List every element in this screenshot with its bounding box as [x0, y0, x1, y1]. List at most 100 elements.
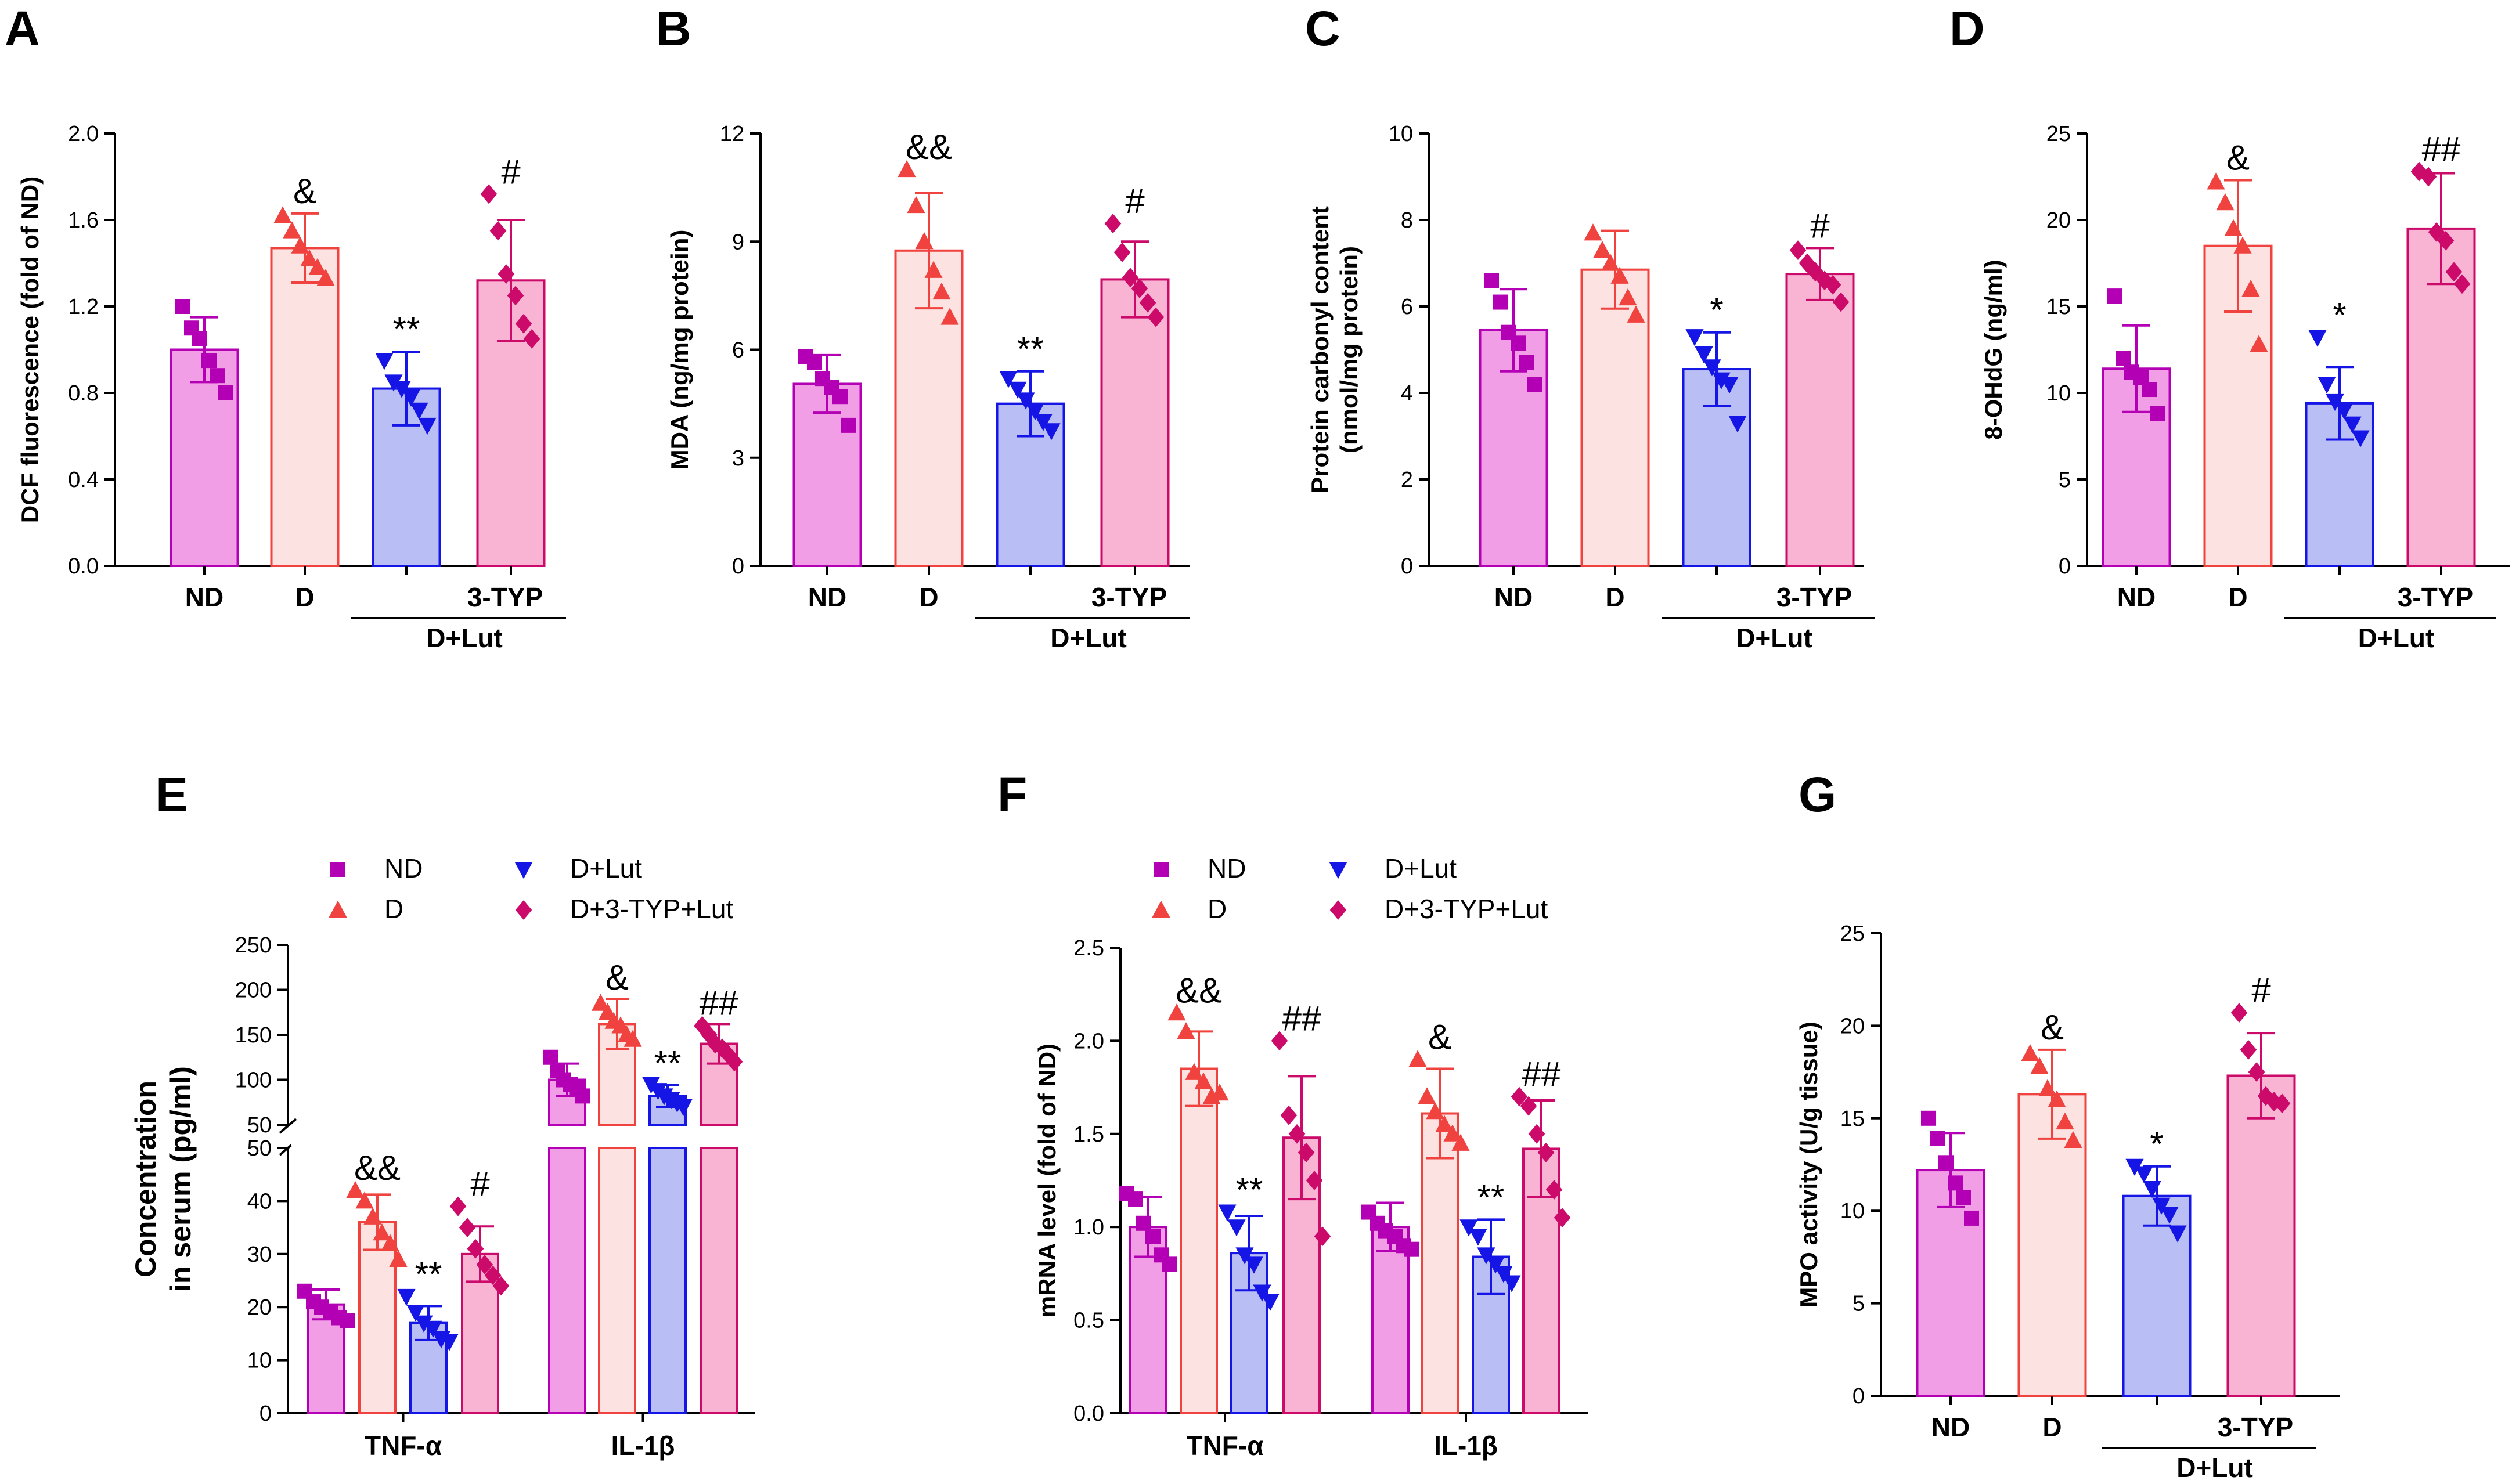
point-g-2-3 — [2152, 1197, 2171, 1215]
point-e-5-0 — [591, 994, 610, 1011]
y-tick-label-lower-e-3: 30 — [247, 1243, 272, 1267]
point-a-0-4 — [210, 368, 225, 384]
point-g-0-0 — [1921, 1110, 1936, 1126]
y-axis-title-e: Concentration — [129, 1081, 162, 1277]
sig-label-g-3: # — [2251, 971, 2271, 1010]
point-d-0-1 — [2116, 351, 2131, 366]
point-e-7-5 — [726, 1052, 743, 1072]
point-g-1-0 — [2021, 1044, 2039, 1061]
point-c-1-0 — [1584, 223, 1602, 241]
bar-a-1 — [270, 247, 340, 567]
legend-marker-e-1 — [329, 900, 347, 918]
point-g-1-4 — [2056, 1112, 2074, 1130]
y-axis-title2-c: (nmol/mg protein) — [1335, 246, 1363, 453]
point-a-3-2 — [498, 264, 515, 284]
point-f-0-2 — [1136, 1215, 1151, 1231]
point-g-3-1 — [2240, 1039, 2257, 1060]
sig-label-c-2: * — [1710, 291, 1723, 330]
point-d-1-2 — [2224, 219, 2243, 236]
y-axis-title-g: MPO activity (U/g tissue) — [1795, 1021, 1822, 1307]
point-g-2-0 — [2125, 1158, 2144, 1176]
y-tick-label-f-1: 0.5 — [1073, 1309, 1104, 1333]
point-c-1-1 — [1593, 240, 1612, 258]
x-tick-label-a-0: ND — [185, 582, 224, 612]
point-a-3-3 — [507, 286, 524, 306]
y-tick-label-upper-e-1: 100 — [235, 1068, 272, 1093]
point-b-0-5 — [841, 417, 856, 433]
bar-g-3 — [2226, 1074, 2296, 1397]
point-e-3-5 — [492, 1276, 510, 1296]
point-e-3-1 — [459, 1218, 476, 1237]
point-b-3-0 — [1104, 214, 1122, 234]
point-d-3-1 — [2420, 167, 2437, 187]
point-d-3-4 — [2445, 262, 2463, 282]
point-b-2-3 — [1026, 403, 1044, 421]
group-label-g: D+Lut — [2176, 1453, 2253, 1483]
panel-label-b: B — [656, 1, 691, 56]
point-g-2-4 — [2160, 1207, 2179, 1224]
bar-b-3 — [1100, 278, 1170, 567]
x-tick-label-g-3: 3-TYP — [2218, 1412, 2293, 1442]
y-tick-label-lower-e-4: 40 — [247, 1189, 272, 1214]
point-c-2-2 — [1703, 359, 1721, 377]
point-d-2-4 — [2343, 416, 2362, 434]
point-e-6-5 — [674, 1099, 693, 1117]
legend-marker-f-0 — [1154, 862, 1169, 877]
point-e-4-5 — [575, 1088, 590, 1104]
y-tick-label-c-3: 6 — [1401, 295, 1413, 319]
sig-label-c-3: # — [1810, 206, 1830, 245]
legend-marker-e-3 — [515, 900, 532, 920]
bar-f-5 — [1421, 1112, 1459, 1414]
point-f-2-4 — [1253, 1284, 1271, 1302]
point-g-2-5 — [2168, 1225, 2187, 1243]
sig-label-b-1: && — [906, 128, 952, 167]
point-g-3-5 — [2273, 1093, 2291, 1114]
point-d-0-4 — [2142, 382, 2157, 398]
y-tick-label-a-5: 2.0 — [68, 122, 99, 146]
point-c-3-0 — [1789, 240, 1807, 261]
panel-g: G 0 5 10 15 20 25 MPO activity (U/g tissue) ND & D… — [1795, 767, 2340, 1483]
panel-label-a: A — [5, 1, 40, 56]
point-c-1-5 — [1627, 305, 1645, 323]
x-tick-label-b-0: ND — [808, 582, 846, 612]
bar-lower-e-7 — [700, 1147, 738, 1414]
x-tick-label-f-0: TNF-α — [1186, 1431, 1263, 1461]
legend-marker-f-2 — [1329, 862, 1347, 879]
y-tick-label-a-2: 0.8 — [68, 381, 99, 406]
panel-e: E ND D D+Lut D+3-TYP+Lut 50 100 150 200 250 0 10 20 3… — [129, 767, 758, 1461]
bar-lower-e-4 — [548, 1147, 586, 1414]
point-e-1-4 — [381, 1234, 399, 1251]
y-axis-title-d: 8-OHdG (ng/ml) — [1980, 259, 2007, 439]
sig-label-g-1: & — [2041, 1008, 2064, 1047]
point-c-1-4 — [1619, 288, 1637, 306]
point-f-5-1 — [1418, 1087, 1436, 1104]
point-f-3-5 — [1314, 1226, 1331, 1247]
point-d-3-0 — [2410, 161, 2428, 182]
group-label-b: D+Lut — [1050, 623, 1127, 653]
y-tick-label-b-0: 0 — [732, 554, 744, 579]
x-tick-label-c-1: D — [1605, 582, 1624, 612]
point-g-1-2 — [2038, 1079, 2057, 1096]
point-f-3-2 — [1288, 1124, 1306, 1144]
sig-label-g-2: * — [2150, 1125, 2163, 1164]
point-c-3-2 — [1807, 262, 1824, 282]
legend-marker-e-0 — [330, 862, 345, 877]
point-b-2-2 — [1017, 392, 1035, 410]
point-g-0-4 — [1956, 1190, 1971, 1205]
y-tick-label-c-5: 10 — [1389, 122, 1413, 146]
y-tick-label-g-5: 25 — [1840, 922, 1865, 946]
point-g-1-3 — [2048, 1090, 2066, 1107]
point-f-6-5 — [1502, 1275, 1521, 1292]
point-f-5-2 — [1426, 1102, 1444, 1120]
x-tick-label-b-1: D — [919, 582, 938, 612]
y-tick-label-g-2: 10 — [1840, 1199, 1865, 1223]
point-b-2-5 — [1042, 423, 1061, 440]
y-tick-label-g-3: 15 — [1840, 1107, 1865, 1131]
bar-f-1 — [1180, 1067, 1218, 1414]
point-b-1-0 — [898, 160, 916, 178]
point-f-2-5 — [1261, 1294, 1280, 1311]
point-e-7-4 — [720, 1045, 737, 1064]
point-c-0-4 — [1519, 355, 1534, 370]
bar-f-4 — [1371, 1226, 1410, 1414]
y-tick-label-f-4: 2.0 — [1073, 1029, 1104, 1053]
